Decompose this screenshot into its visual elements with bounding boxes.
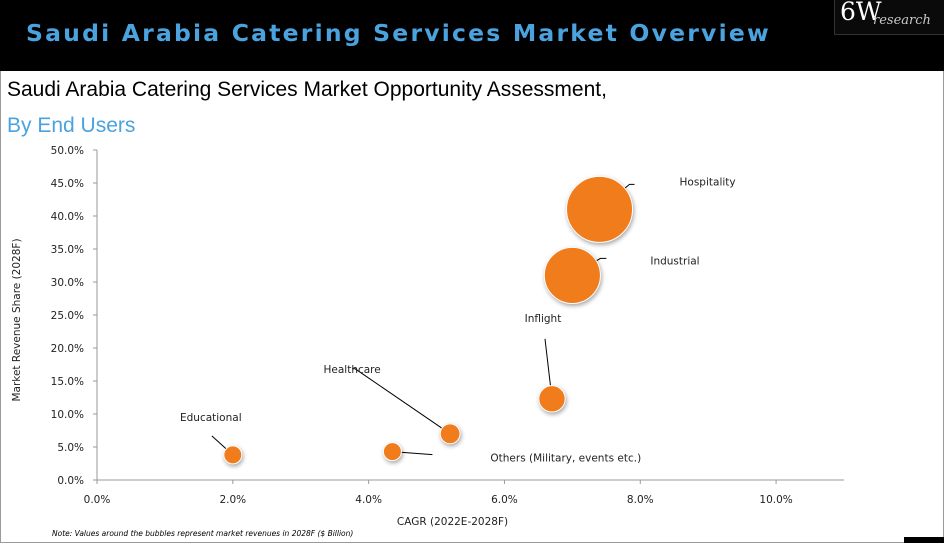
header-banner: Saudi Arabia Catering Services Market Ov… [0, 0, 944, 71]
bubbles [223, 175, 634, 465]
bubble-label: Healthcare [324, 364, 381, 376]
y-tick-label: 10.0% [51, 409, 84, 421]
x-tick-label: 2.0% [219, 494, 246, 506]
banner-title: Saudi Arabia Catering Services Market Ov… [26, 19, 771, 47]
y-tick-label: 20.0% [51, 343, 84, 355]
x-axis-title: CAGR (2022E-2028F) [397, 516, 508, 528]
bubble-label: Inflight [525, 313, 562, 325]
y-axis-title: Market Revenue Share (2028F) [11, 238, 23, 401]
y-tick-label: 30.0% [51, 277, 84, 289]
y-tick-label: 0.0% [57, 475, 84, 487]
leader-line [352, 368, 451, 435]
bubble-label: Hospitality [680, 176, 736, 188]
bubble [538, 385, 566, 413]
x-tick-label: 4.0% [355, 494, 382, 506]
y-tick-label: 45.0% [51, 178, 84, 190]
x-tick-label: 8.0% [627, 494, 654, 506]
bubble [223, 445, 243, 465]
y-tick-label: 50.0% [51, 145, 84, 157]
bubble [543, 246, 601, 304]
bubble-label: Others (Military, events etc.) [490, 453, 641, 465]
x-tick-label: 0.0% [84, 494, 111, 506]
x-tick-label: 10.0% [759, 494, 792, 506]
bubble [439, 423, 461, 445]
y-tick-label: 5.0% [57, 442, 84, 454]
x-tick-label: 6.0% [491, 494, 518, 506]
y-tick-label: 25.0% [51, 310, 84, 322]
bubble-label: Industrial [650, 255, 699, 267]
bubble [566, 175, 634, 243]
chart-heading: Saudi Arabia Catering Services Market Op… [7, 78, 607, 101]
chart-axes [96, 150, 844, 481]
y-tick-label: 15.0% [51, 376, 84, 388]
corner-mark [904, 537, 944, 543]
y-tick-label: 35.0% [51, 244, 84, 256]
chart-subheading: By End Users [7, 114, 136, 137]
logo-main-text: 6W [840, 0, 882, 26]
logo-sub-text: research [873, 13, 931, 28]
bubble-label: Educational [180, 412, 242, 424]
bubble-labels: Hospitality Industrial Inflight Healthcare O… [180, 176, 736, 464]
bubble [382, 442, 402, 462]
y-tick-label: 40.0% [51, 211, 84, 223]
brand-logo: 6W research [834, 0, 944, 35]
tick-labels: 0.0% 2.0% 4.0% 6.0% 8.0% 10.0% 0.0% 5.0% 10.0% 15… [51, 145, 793, 506]
chart-note: Note: Values around the bubbles represen… [52, 529, 354, 538]
bubble-chart: 0.0% 2.0% 4.0% 6.0% 8.0% 10.0% 0.0% 5.0% 10.0% 15… [11, 145, 844, 528]
